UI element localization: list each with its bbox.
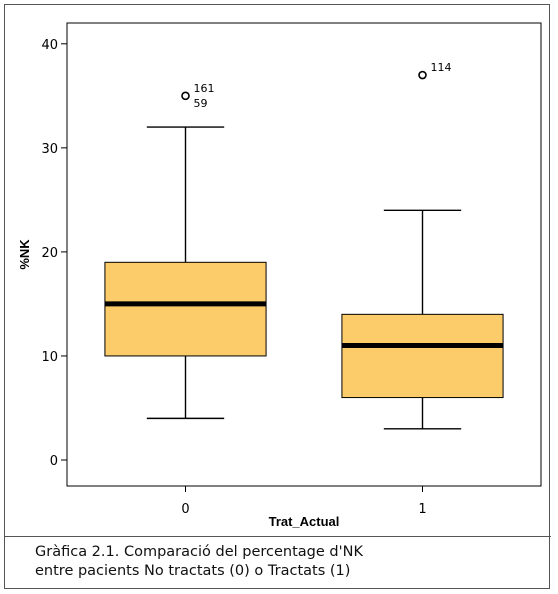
- boxplot-chart: 0 10 20 30 40 0 1 Trat_Actual %NK 161 59 114: [17, 22, 542, 529]
- outlier-point: [418, 70, 427, 80]
- box-iqr: [104, 261, 267, 357]
- plot-frame: [66, 22, 542, 487]
- y-tick-label: 10: [41, 350, 58, 365]
- outlier-point: [181, 91, 190, 101]
- y-tick-label: 40: [41, 38, 58, 53]
- box-iqr: [341, 313, 504, 399]
- y-tick-label: 20: [41, 246, 58, 261]
- x-tick-label: 1: [418, 502, 426, 517]
- y-tick-label: 30: [41, 142, 58, 157]
- chart-area: 0 10 20 30 40 0 1 Trat_Actual %NK 161 59 114: [5, 5, 551, 537]
- outlier-label: 59: [194, 97, 208, 110]
- figure-caption: Gràfica 2.1. Comparació del percentage d…: [35, 543, 535, 581]
- y-axis-label: %NK: [17, 239, 32, 270]
- x-axis-label: Trat_Actual: [269, 514, 340, 529]
- y-tick-label: 0: [50, 454, 58, 469]
- figure-frame: 0 10 20 30 40 0 1 Trat_Actual %NK 161 59 114 Gràfic…: [4, 4, 551, 589]
- caption-line-1: Gràfica 2.1. Comparació del percentage d…: [35, 544, 363, 560]
- x-tick-label: 0: [181, 502, 189, 517]
- caption-line-2: entre pacients No tractats (0) o Tractat…: [35, 563, 351, 579]
- outlier-label: 114: [431, 61, 452, 74]
- outlier-label: 161: [194, 82, 215, 95]
